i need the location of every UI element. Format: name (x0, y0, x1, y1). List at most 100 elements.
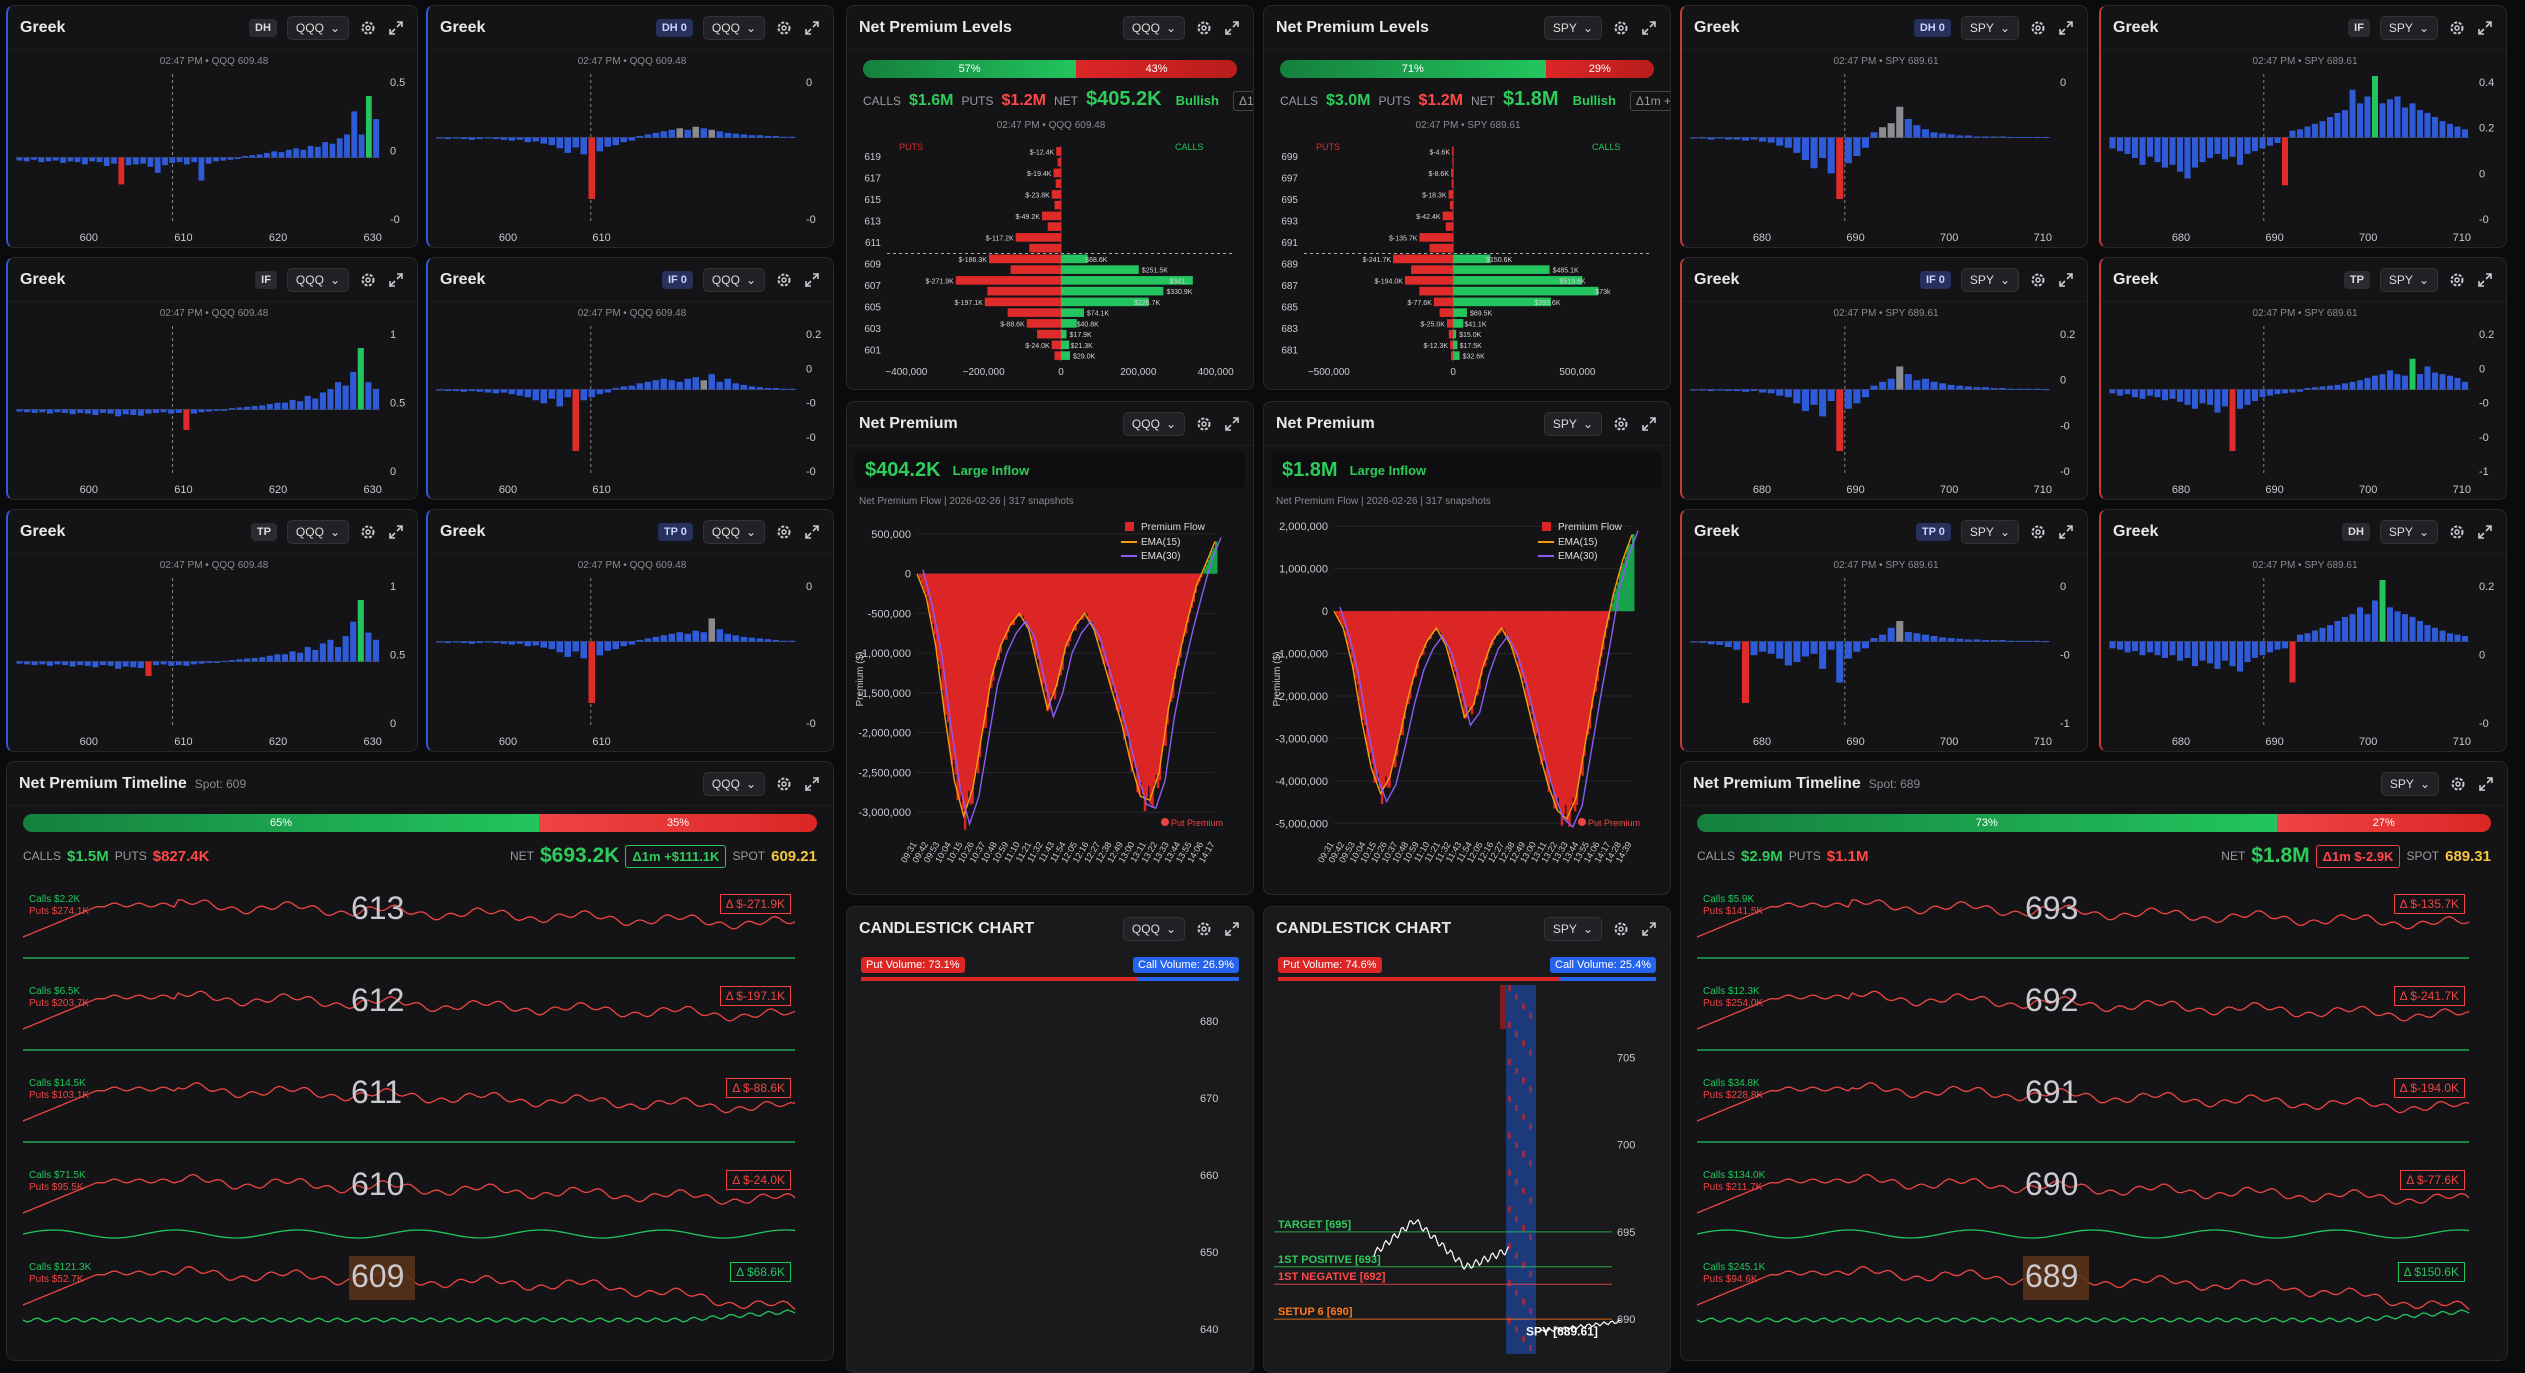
gear-icon[interactable] (775, 19, 793, 37)
expand-icon[interactable] (387, 19, 405, 37)
greek-type-badge[interactable]: DH (2342, 522, 2370, 541)
expand-icon[interactable] (803, 271, 821, 289)
symbol-select[interactable]: SPY ⌄ (1543, 411, 1602, 436)
strike-row[interactable]: Calls $6.5K Puts $203.7K 612 Δ $-197.1K (15, 978, 825, 1066)
expand-icon[interactable] (387, 523, 405, 541)
timeframe-chip[interactable]: Δ1 (1232, 91, 1253, 111)
premium-flow-bar (1337, 611, 1341, 619)
greek-bar (2454, 377, 2461, 390)
symbol-select[interactable]: SPY ⌄ (1960, 15, 2019, 40)
greek-type-badge[interactable]: TP (250, 522, 277, 541)
symbol-select[interactable]: QQQ ⌄ (702, 267, 765, 292)
greek-type-badge[interactable]: IF 0 (661, 270, 693, 289)
premium-flow-bar (1513, 611, 1517, 656)
premium-flow-bar (1615, 588, 1618, 612)
premium-flow-bar (1489, 611, 1493, 648)
strike-row[interactable]: Calls $5.9K Puts $141.5K 693 Δ $-135.7K (1689, 886, 2499, 974)
gear-icon[interactable] (2029, 271, 2047, 289)
symbol-select[interactable]: QQQ ⌄ (1122, 916, 1185, 941)
expand-icon[interactable] (803, 523, 821, 541)
gear-icon[interactable] (775, 523, 793, 541)
strike-row[interactable]: Calls $12.3K Puts $254.0K 692 Δ $-241.7K (1689, 978, 2499, 1066)
expand-icon[interactable] (1640, 415, 1658, 433)
greek-type-badge[interactable]: IF (2348, 18, 2370, 37)
gear-icon[interactable] (359, 19, 377, 37)
strike-row[interactable]: Calls $121.3K Puts $52.7K 609 Δ $68.6K (15, 1254, 825, 1342)
chart-info: 02:47 PM • SPY 689.61 (2252, 56, 2357, 67)
expand-icon[interactable] (387, 271, 405, 289)
strike-row[interactable]: Calls $34.8K Puts $228.8K 691 Δ $-194.0K (1689, 1070, 2499, 1158)
symbol-select[interactable]: QQQ ⌄ (1122, 411, 1185, 436)
symbol-select[interactable]: QQQ ⌄ (702, 771, 765, 796)
greek-bar (350, 621, 357, 662)
strike-row[interactable]: Calls $134.0K Puts $211.7K 690 Δ $-77.6K (1689, 1162, 2499, 1250)
gear-icon[interactable] (1612, 19, 1630, 37)
greek-bar (314, 146, 321, 158)
gear-icon[interactable] (2448, 19, 2466, 37)
expand-icon[interactable] (2476, 19, 2494, 37)
gear-icon[interactable] (2448, 523, 2466, 541)
greek-type-badge[interactable]: DH (249, 18, 277, 37)
timeframe-chip[interactable]: Δ1m + (1629, 91, 1670, 111)
gear-icon[interactable] (2448, 271, 2466, 289)
gear-icon[interactable] (2029, 523, 2047, 541)
expand-icon[interactable] (1640, 19, 1658, 37)
symbol-select[interactable]: SPY ⌄ (2380, 771, 2439, 796)
gear-icon[interactable] (1612, 920, 1630, 938)
symbol-select[interactable]: SPY ⌄ (2379, 15, 2438, 40)
gear-icon[interactable] (1195, 19, 1213, 37)
expand-icon[interactable] (803, 19, 821, 37)
symbol-select[interactable]: SPY ⌄ (1960, 267, 2019, 292)
premium-flow-bar (1579, 611, 1582, 775)
symbol-select[interactable]: QQQ ⌄ (1122, 15, 1185, 40)
expand-icon[interactable] (1223, 19, 1241, 37)
expand-icon[interactable] (2057, 523, 2075, 541)
premium-flow-bar (1542, 611, 1545, 761)
expand-icon[interactable] (1640, 920, 1658, 938)
expand-icon[interactable] (2476, 271, 2494, 289)
gear-icon[interactable] (1612, 415, 1630, 433)
greek-bar (168, 409, 175, 414)
greek-type-badge[interactable]: IF 0 (1919, 270, 1951, 289)
gear-icon[interactable] (2449, 775, 2467, 793)
symbol-select[interactable]: SPY ⌄ (1960, 519, 2019, 544)
gear-icon[interactable] (359, 523, 377, 541)
symbol-select[interactable]: SPY ⌄ (2379, 267, 2438, 292)
gear-icon[interactable] (775, 775, 793, 793)
expand-icon[interactable] (803, 775, 821, 793)
symbol-select[interactable]: QQQ ⌄ (286, 267, 349, 292)
greek-type-badge[interactable]: TP (2343, 270, 2370, 289)
greek-type-badge[interactable]: TP 0 (657, 522, 693, 541)
greek-type-badge[interactable]: IF (255, 270, 277, 289)
panel-controls: TP SPY ⌄ (2343, 267, 2494, 292)
symbol-select[interactable]: QQQ ⌄ (286, 519, 349, 544)
expand-icon[interactable] (1223, 920, 1241, 938)
symbol-select[interactable]: QQQ ⌄ (702, 15, 765, 40)
expand-icon[interactable] (2477, 775, 2495, 793)
greek-type-badge[interactable]: TP 0 (1915, 522, 1951, 541)
strike-row[interactable]: Calls $14.5K Puts $103.1K 611 Δ $-88.6K (15, 1070, 825, 1158)
symbol-select[interactable]: SPY ⌄ (1543, 916, 1602, 941)
gear-icon[interactable] (1195, 415, 1213, 433)
greek-type-badge[interactable]: DH 0 (1913, 18, 1951, 37)
expand-icon[interactable] (2057, 19, 2075, 37)
gear-icon[interactable] (775, 271, 793, 289)
gear-icon[interactable] (359, 271, 377, 289)
expand-icon[interactable] (2476, 523, 2494, 541)
gear-icon[interactable] (1195, 920, 1213, 938)
symbol-select[interactable]: SPY ⌄ (1543, 15, 1602, 40)
greek-panel: Greek IF 0 QQQ ⌄ 02:47 PM • QQQ 609.48 600 610… (426, 257, 834, 500)
greek-bar (77, 661, 84, 666)
strike-row[interactable]: Calls $71.5K Puts $95.5K 610 Δ $-24.0K (15, 1162, 825, 1250)
symbol-select[interactable]: SPY ⌄ (2379, 519, 2438, 544)
premium-summary: CALLS $1.5M PUTS $827.4K NET $693.2K Δ1m +$111… (23, 844, 817, 868)
greek-type-badge[interactable]: DH 0 (655, 18, 693, 37)
symbol-select[interactable]: QQQ ⌄ (286, 15, 349, 40)
strike-row[interactable]: Calls $245.1K Puts $94.6K 689 Δ $150.6K (1689, 1254, 2499, 1342)
gear-icon[interactable] (2029, 19, 2047, 37)
premium-flow-bar (1108, 573, 1111, 682)
strike-row[interactable]: Calls $2.2K Puts $274.1K 613 Δ $-271.9K (15, 886, 825, 974)
expand-icon[interactable] (1223, 415, 1241, 433)
symbol-select[interactable]: QQQ ⌄ (702, 519, 765, 544)
expand-icon[interactable] (2057, 271, 2075, 289)
